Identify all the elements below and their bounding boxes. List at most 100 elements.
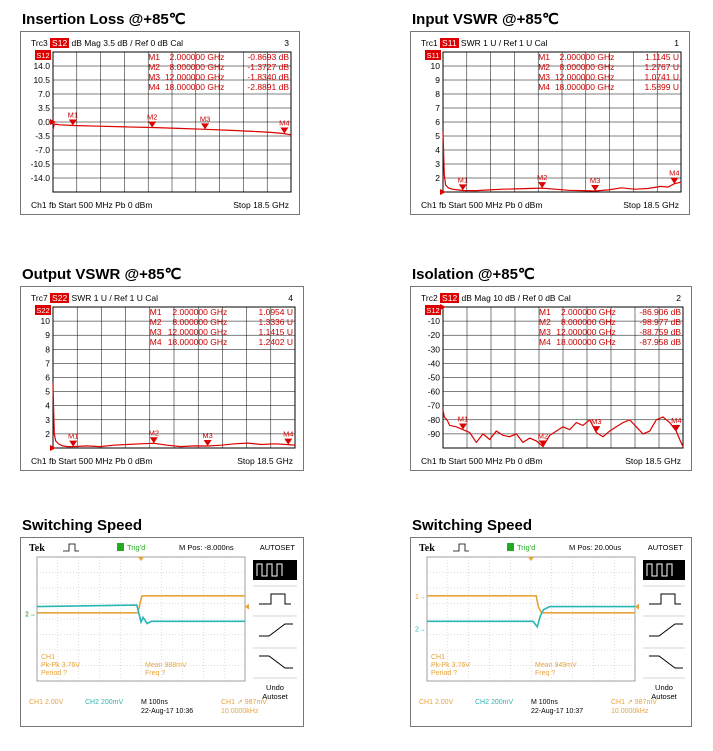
square-wave-icon xyxy=(256,563,283,577)
y-tick-label: 10.5 xyxy=(33,75,50,85)
footer-start: Start 500 MHz xyxy=(58,456,116,466)
scope-trace-ch1 xyxy=(427,594,635,614)
format-label: dB Mag xyxy=(69,38,104,48)
marker-table-freq: 2.000000 GHz xyxy=(561,307,616,317)
param-badge: S12 xyxy=(440,293,460,303)
scope-screen: Tek Trig'd M Pos: -8.000ns AUTOSET 1→2→ CH1Pk… xyxy=(25,543,297,715)
marker-table-value: -2.8891 dB xyxy=(247,82,289,92)
vna-footer: Ch1 fb Start 500 MHz Pb 0 dBm Stop 18.5 G… xyxy=(421,456,681,466)
trace-marker xyxy=(459,423,467,430)
date-label: 22-Aug-17 10:37 xyxy=(531,708,583,715)
scale-label: 1 U / xyxy=(483,38,504,48)
marker-table-freq: 12.000000 GHz xyxy=(556,327,616,337)
vna-plot: 10 9 8 7 6 5 4 3 2 S11 M1 2.000000 GHz 1.1145 U M2 8.0… xyxy=(425,50,682,195)
footer-fb: fb xyxy=(438,456,449,466)
marker-table-value: -86.906 dB xyxy=(639,307,681,317)
measurement-left: Period ? xyxy=(431,670,457,677)
y-tick-label: 9 xyxy=(435,75,440,85)
panel-title-isolation: Isolation @+85℃ xyxy=(412,266,535,283)
y-tick-label: -40 xyxy=(428,358,441,368)
rising-edge-icon xyxy=(649,593,681,605)
timebase-label: M 100ns xyxy=(141,699,168,706)
y-tick-label: 3 xyxy=(435,159,440,169)
trace-marker-label: M1 xyxy=(68,110,78,119)
marker-table-id: M3 xyxy=(538,72,550,82)
m-pos-label: M Pos: -8.000ns xyxy=(179,543,234,552)
marker-table-value: -1.3727 dB xyxy=(247,62,289,72)
vna-panel-output-vswr: Trc7 S22 SWR 1 U / Ref 1 U Cal 4 Ch1 fb St… xyxy=(20,286,304,471)
trace-line xyxy=(442,131,682,192)
vna-panel-input-vswr: Trc1 S11 SWR 1 U / Ref 1 U Cal 1 Ch1 fb St… xyxy=(410,31,690,215)
axis-param-label: S11 xyxy=(427,51,440,60)
vna-footer: Ch1 fb Start 500 MHz Pb 0 dBm Stop 18.5 G… xyxy=(421,200,679,210)
trace-marker xyxy=(149,437,158,444)
marker-table-value: 1.2402 U xyxy=(259,337,294,347)
footer-stop: Stop 18.5 GHz xyxy=(623,200,679,210)
trace-label: Trc1 xyxy=(421,38,441,48)
trace-marker-label: M3 xyxy=(200,114,210,123)
trace-marker-label: M4 xyxy=(283,430,293,439)
y-tick-label: 10 xyxy=(41,316,51,326)
scale-label: 10 dB / xyxy=(493,293,523,303)
y-tick-label: 14.0 xyxy=(33,61,50,71)
footer-channel: Ch1 xyxy=(421,200,439,210)
y-tick-label: 8 xyxy=(435,89,440,99)
y-tick-label: 9 xyxy=(45,330,50,340)
trace-line xyxy=(52,383,296,448)
footer-power: Pb 0 dBm xyxy=(115,200,153,210)
marker-table-id: M4 xyxy=(148,82,160,92)
scope-panel-1: Tek Trig'd M Pos: -8.000ns AUTOSET 1→ 2→ CH1 Pk… xyxy=(20,537,304,727)
trace-label: Trc2 xyxy=(421,293,441,303)
y-tick-label: -80 xyxy=(428,415,441,425)
footer-power: Pb 0 dBm xyxy=(505,456,543,466)
marker-table-value: 1.3336 U xyxy=(259,317,294,327)
y-tick-label: 0.0 xyxy=(38,117,50,127)
y-tick-label: -70 xyxy=(428,401,441,411)
marker-table-id: M1 xyxy=(150,307,162,317)
trace-marker xyxy=(68,119,77,126)
marker-table-value: -88.759 dB xyxy=(639,327,681,337)
trace-label: Trc7 xyxy=(31,293,51,303)
param-badge: S11 xyxy=(440,38,459,48)
ref-label: Ref 1 U xyxy=(114,293,146,303)
marker-table-value: 1.1145 U xyxy=(645,52,679,62)
date-label: 22-Aug-17 10:36 xyxy=(141,708,193,715)
vna-plot: 10 9 8 7 6 5 4 3 2 S22 M1 2.000000 GHz 1.0954 U M2 8.0… xyxy=(35,305,296,451)
y-tick-label: 7 xyxy=(435,103,440,113)
param-badge: S12 xyxy=(50,38,70,48)
ramp-up-icon xyxy=(259,623,293,637)
marker-table-id: M4 xyxy=(539,337,551,347)
trig-status-label: Trig'd xyxy=(517,543,535,552)
menu-waveform-box xyxy=(253,560,297,580)
ch1-ground-marker: 1→ xyxy=(415,594,426,601)
footer-fb: fb xyxy=(438,200,449,210)
format-label: dB Mag xyxy=(459,293,494,303)
trace-marker-label: M1 xyxy=(68,432,78,441)
y-tick-label: -50 xyxy=(428,373,441,383)
ch2-scale-label: CH2 200mV xyxy=(475,699,513,706)
marker-table-id: M1 xyxy=(538,52,550,62)
menu-waveform-box xyxy=(643,560,685,580)
pulse-icon xyxy=(63,543,79,552)
autoset-undo-label: Autoset xyxy=(262,692,288,701)
y-tick-label: 5 xyxy=(45,387,50,397)
measurement-mid: Freq ? xyxy=(535,670,555,677)
marker-table-id: M3 xyxy=(148,72,160,82)
trace-marker xyxy=(672,425,681,432)
marker-table-freq: 2.000000 GHz xyxy=(560,52,615,62)
footer-start: Start 500 MHz xyxy=(58,200,116,210)
trace-marker-label: M2 xyxy=(537,173,547,182)
trigger-level-icon xyxy=(635,603,639,610)
footer-start: Start 500 MHz xyxy=(448,200,506,210)
y-tick-label: -90 xyxy=(428,429,441,439)
panel-title-insertion-loss: Insertion Loss @+85℃ xyxy=(22,11,186,28)
trace-marker xyxy=(201,123,210,130)
marker-table-value: 1.0954 U xyxy=(259,307,294,317)
measurement-left: Pk-Pk 3.76V xyxy=(41,662,80,669)
scope-trace-ch2 xyxy=(427,605,635,629)
marker-table-freq: 12.000000 GHz xyxy=(168,327,228,337)
axis-param-badge xyxy=(425,50,441,60)
marker-table-value: 1.2767 U xyxy=(645,62,680,72)
axis-param-badge xyxy=(35,305,51,315)
ref-arrow xyxy=(50,119,56,125)
